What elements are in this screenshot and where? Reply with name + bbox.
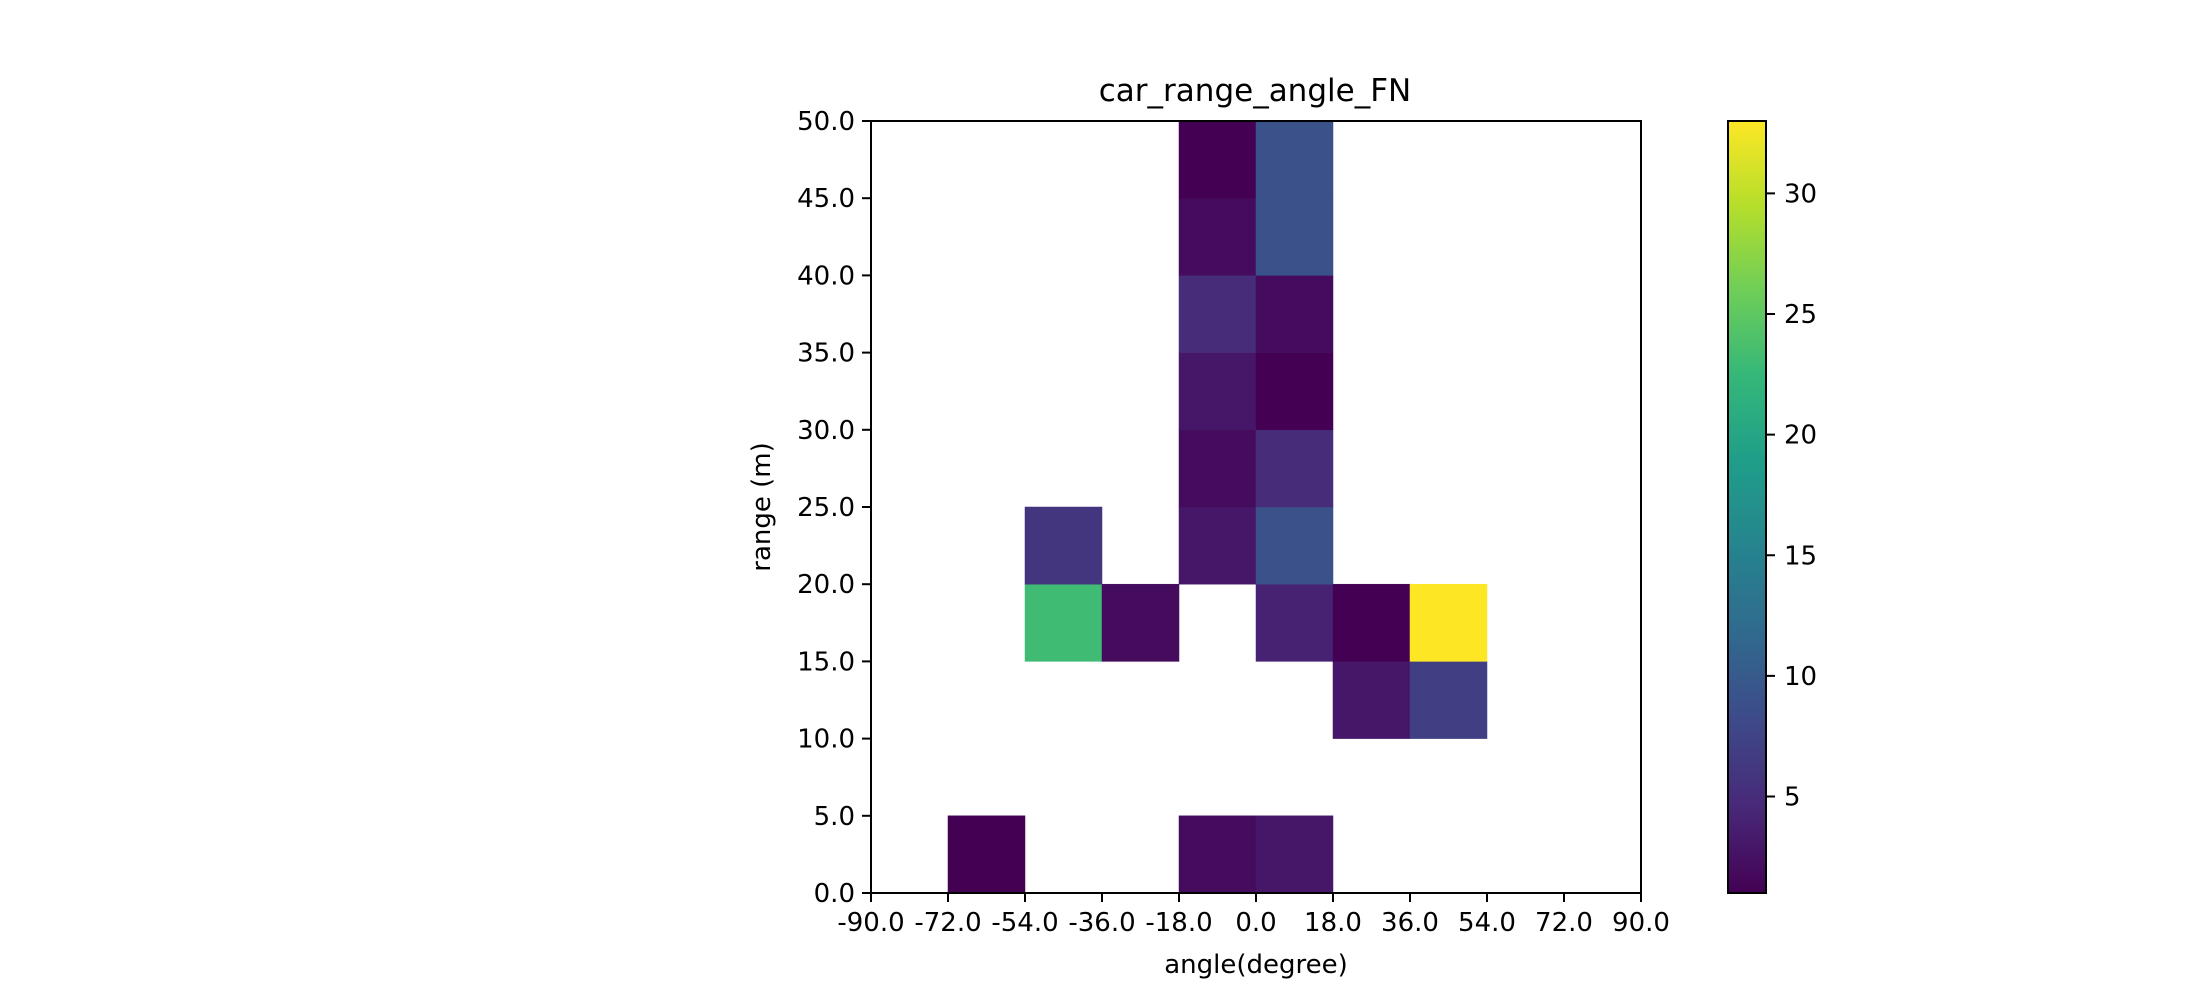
heatmap-cell bbox=[1255, 275, 1334, 353]
x-tick-label: -36.0 bbox=[1068, 908, 1135, 938]
x-tick-label: 0.0 bbox=[1235, 908, 1276, 938]
x-tick-label: 54.0 bbox=[1458, 908, 1516, 938]
y-tick-label: 30.0 bbox=[797, 416, 855, 446]
heatmap-cell bbox=[1178, 275, 1257, 353]
x-tick-label: -72.0 bbox=[914, 908, 981, 938]
heatmap-cell bbox=[1024, 583, 1103, 662]
heatmap-cell bbox=[1178, 197, 1257, 276]
y-tick-label: 15.0 bbox=[797, 647, 855, 677]
heatmap-cell bbox=[1101, 583, 1180, 662]
heatmap-cell bbox=[1255, 429, 1334, 508]
heatmap-cell bbox=[1178, 352, 1257, 431]
y-axis-label: range (m) bbox=[747, 442, 777, 571]
x-tick-label: -54.0 bbox=[991, 908, 1058, 938]
heatmap-cell bbox=[1178, 815, 1257, 894]
x-tick-label: 72.0 bbox=[1535, 908, 1593, 938]
heatmap-cell bbox=[1255, 120, 1334, 199]
heatmap-cell bbox=[1255, 815, 1334, 894]
y-tick-label: 40.0 bbox=[797, 261, 855, 291]
heatmap-cell bbox=[1255, 197, 1334, 276]
y-tick-label: 25.0 bbox=[797, 493, 855, 523]
heatmap-cell bbox=[1178, 120, 1257, 199]
heatmap-cells bbox=[947, 120, 1488, 894]
colorbar-tick-label: 30 bbox=[1784, 179, 1817, 209]
heatmap-cell bbox=[1178, 506, 1257, 585]
heatmap-cell bbox=[1409, 661, 1488, 739]
y-tick-label: 0.0 bbox=[814, 879, 855, 909]
colorbar-tick-label: 10 bbox=[1784, 662, 1817, 692]
x-tick-label: 18.0 bbox=[1304, 908, 1362, 938]
colorbar-tick-label: 25 bbox=[1784, 300, 1817, 330]
y-tick-label: 5.0 bbox=[814, 802, 855, 832]
y-tick-label: 45.0 bbox=[797, 184, 855, 214]
x-tick-label: -18.0 bbox=[1145, 908, 1212, 938]
colorbar-tick-label: 5 bbox=[1784, 783, 1801, 813]
x-axis-ticks: -90.0 -72.0 -54.0 -36.0 -18.0 0.0 18.0 36.0 54.0… bbox=[837, 893, 1670, 938]
colorbar-tick-label: 15 bbox=[1784, 541, 1817, 571]
x-tick-label: -90.0 bbox=[837, 908, 904, 938]
heatmap-cell bbox=[1255, 506, 1334, 585]
heatmap-cell bbox=[1255, 352, 1334, 431]
y-axis-ticks: 0.0 5.0 10.0 15.0 20.0 25.0 30.0 35.0 40.0 45.0 50… bbox=[797, 107, 871, 909]
heatmap-cell bbox=[1024, 506, 1103, 585]
x-tick-label: 90.0 bbox=[1612, 908, 1670, 938]
y-tick-label: 35.0 bbox=[797, 339, 855, 369]
heatmap-cell bbox=[1332, 583, 1411, 662]
x-axis-label: angle(degree) bbox=[1164, 950, 1348, 980]
y-tick-label: 20.0 bbox=[797, 570, 855, 600]
heatmap-cell bbox=[947, 815, 1026, 894]
x-tick-label: 36.0 bbox=[1381, 908, 1439, 938]
heatmap-cell bbox=[1332, 661, 1411, 739]
y-tick-label: 50.0 bbox=[797, 107, 855, 137]
chart-title: car_range_angle_FN bbox=[1099, 73, 1411, 109]
colorbar bbox=[1727, 120, 1767, 894]
heatmap-cell bbox=[1409, 583, 1488, 662]
colorbar-ticks: 5 10 15 20 25 30 bbox=[1766, 179, 1817, 813]
colorbar-tick-label: 20 bbox=[1784, 421, 1817, 451]
y-tick-label: 10.0 bbox=[797, 725, 855, 755]
heatmap-cell bbox=[1178, 429, 1257, 508]
heatmap-cell bbox=[1255, 583, 1334, 662]
